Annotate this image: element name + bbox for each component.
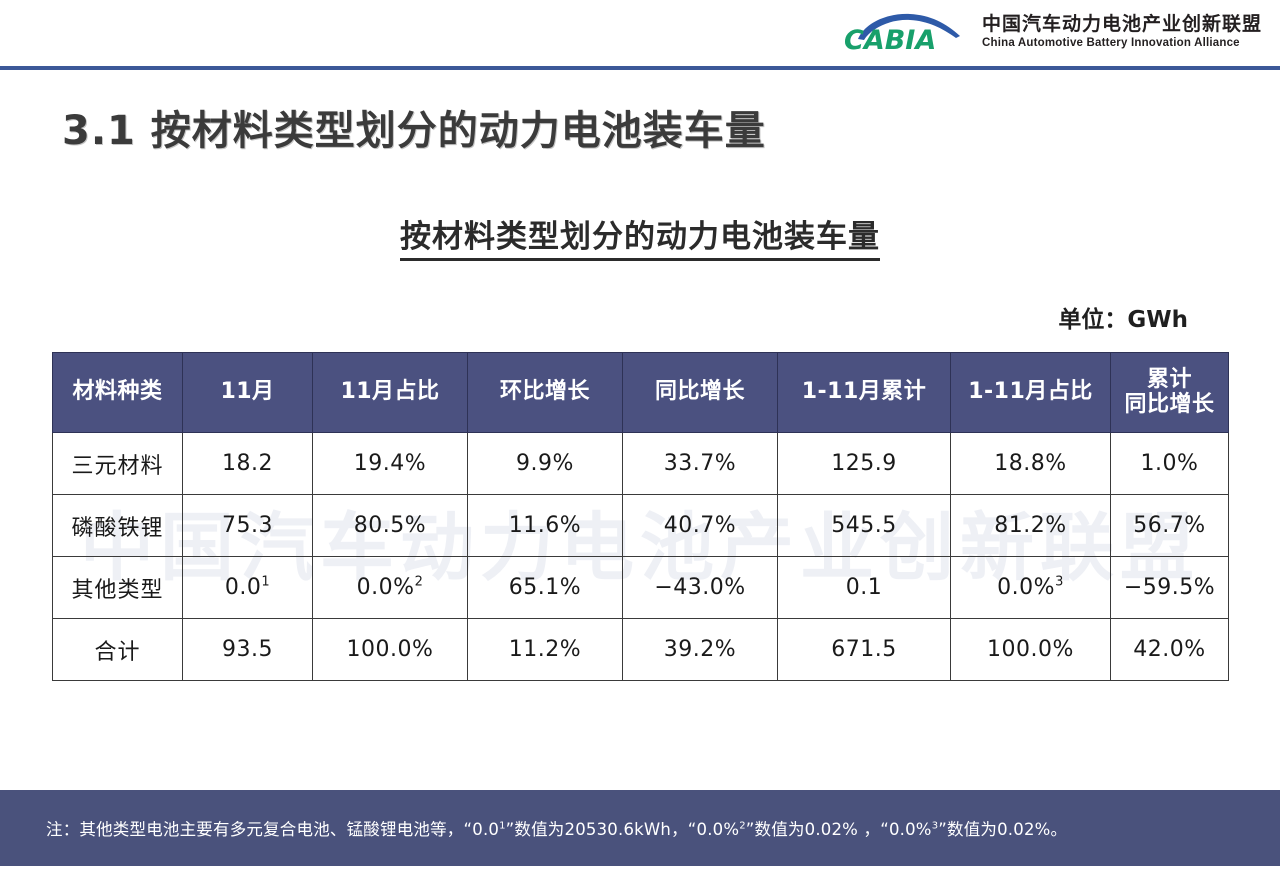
column-header-november: 11月: [182, 352, 313, 433]
cell-total-cumulative-share: 100.0%: [950, 618, 1111, 681]
footnote-sup-3: 3: [931, 820, 939, 832]
column-header-cumulative: 1-11月累计: [777, 352, 951, 433]
row-label-ternary: 三元材料: [52, 432, 183, 495]
cell-other-november: 0.01: [182, 556, 313, 619]
cell-total-cumulative: 671.5: [777, 618, 951, 681]
cell-other-cumulative-share-value: 0.0%: [997, 575, 1056, 600]
page-title: 3.1 按材料类型划分的动力电池装车量: [62, 108, 766, 154]
footnote-mid-2: ”数值为0.02% ，“0.0%: [745, 820, 932, 839]
cell-ternary-cumulative-share: 18.8%: [950, 432, 1111, 495]
column-header-cum-yoy-line1: 累计: [1146, 366, 1192, 392]
footnote-sup-2: 2: [739, 820, 746, 832]
column-header-material-type: 材料种类: [52, 352, 183, 433]
table-header-row: 材料种类 11月 11月占比 环比增长 同比增长 1-11月累计 1-11月占比…: [52, 352, 1229, 433]
cell-lfp-cumulative-yoy: 56.7%: [1110, 494, 1229, 557]
cell-lfp-yoy-growth: 40.7%: [622, 494, 778, 557]
footnote-prefix: 注：其他类型电池主要有多元复合电池、锰酸锂电池等，“0.0: [46, 820, 500, 839]
column-header-november-share: 11月占比: [312, 352, 468, 433]
cell-lfp-cumulative-share: 81.2%: [950, 494, 1111, 557]
table-row: 其他类型 0.01 0.0%2 65.1% −43.0% 0.1 0.0%3 −…: [52, 556, 1229, 619]
cell-other-november-share-value: 0.0%: [356, 575, 415, 600]
column-header-cum-yoy-line2: 同比增长: [1124, 391, 1215, 417]
header-divider: [0, 66, 1280, 70]
footnote-sup-1: 1: [499, 820, 506, 832]
footnote-marker-2: 2: [414, 574, 424, 590]
column-header-yoy-growth: 同比增长: [622, 352, 778, 433]
cell-ternary-cumulative: 125.9: [777, 432, 951, 495]
bottom-strip: [0, 866, 1280, 883]
cell-other-mom-growth: 65.1%: [467, 556, 623, 619]
cell-ternary-mom-growth: 9.9%: [467, 432, 623, 495]
column-header-cumulative-share: 1-11月占比: [950, 352, 1111, 433]
column-header-mom-growth: 环比增长: [467, 352, 623, 433]
brand-header: CABIA 中国汽车动力电池产业创新联盟 China Automotive Ba…: [0, 0, 1280, 64]
footnote-mid-1: ”数值为20530.6kWh，“0.0%: [505, 820, 740, 839]
cell-total-november: 93.5: [182, 618, 313, 681]
cabia-logo-icon: CABIA: [838, 9, 968, 55]
cell-other-cumulative-share: 0.0%3: [950, 556, 1111, 619]
footnote-marker-3: 3: [1055, 574, 1064, 590]
cell-lfp-cumulative: 545.5: [777, 494, 951, 557]
footnote-text: 注：其他类型电池主要有多元复合电池、锰酸锂电池等，“0.01”数值为20530.…: [46, 816, 1067, 840]
row-label-total: 合计: [52, 618, 183, 681]
table-caption: 按材料类型划分的动力电池装车量: [0, 211, 1280, 261]
row-label-other: 其他类型: [52, 556, 183, 619]
brand-name-cn: 中国汽车动力电池产业创新联盟: [981, 13, 1262, 35]
table-caption-text: 按材料类型划分的动力电池装车量: [400, 219, 880, 261]
cell-lfp-november-share: 80.5%: [312, 494, 468, 557]
cell-ternary-november: 18.2: [182, 432, 313, 495]
row-label-lfp: 磷酸铁锂: [52, 494, 183, 557]
brand-logo-group: CABIA 中国汽车动力电池产业创新联盟 China Automotive Ba…: [838, 9, 1262, 55]
brand-name-en: China Automotive Battery Innovation Alli…: [981, 36, 1240, 49]
cell-other-cumulative: 0.1: [777, 556, 951, 619]
cell-lfp-mom-growth: 11.6%: [467, 494, 623, 557]
cell-total-mom-growth: 11.2%: [467, 618, 623, 681]
cell-ternary-yoy-growth: 33.7%: [622, 432, 778, 495]
cell-lfp-november: 75.3: [182, 494, 313, 557]
cell-other-november-share: 0.0%2: [312, 556, 468, 619]
cell-total-november-share: 100.0%: [312, 618, 468, 681]
cell-total-yoy-growth: 39.2%: [622, 618, 778, 681]
unit-label: 单位：GWh: [1058, 307, 1188, 333]
footnote-suffix: ”数值为0.02%。: [938, 820, 1068, 839]
footnote-band: 注：其他类型电池主要有多元复合电池、锰酸锂电池等，“0.01”数值为20530.…: [0, 790, 1280, 866]
cell-other-cumulative-yoy: −59.5%: [1110, 556, 1229, 619]
cell-other-yoy-growth: −43.0%: [622, 556, 778, 619]
cell-ternary-november-share: 19.4%: [312, 432, 468, 495]
cell-ternary-cumulative-yoy: 1.0%: [1110, 432, 1229, 495]
cell-total-cumulative-yoy: 42.0%: [1110, 618, 1229, 681]
cell-other-november-value: 0.0: [224, 575, 262, 600]
table-row: 合计 93.5 100.0% 11.2% 39.2% 671.5 100.0% …: [52, 618, 1229, 681]
battery-installation-table: 材料种类 11月 11月占比 环比增长 同比增长 1-11月累计 1-11月占比…: [52, 352, 1229, 681]
svg-text:CABIA: CABIA: [844, 25, 936, 55]
column-header-cumulative-yoy-growth: 累计 同比增长: [1110, 352, 1229, 433]
table-row: 磷酸铁锂 75.3 80.5% 11.6% 40.7% 545.5 81.2% …: [52, 494, 1229, 557]
footnote-marker-1: 1: [261, 574, 271, 590]
table-row: 三元材料 18.2 19.4% 9.9% 33.7% 125.9 18.8% 1…: [52, 432, 1229, 495]
brand-name-block: 中国汽车动力电池产业创新联盟 China Automotive Battery …: [981, 13, 1262, 49]
